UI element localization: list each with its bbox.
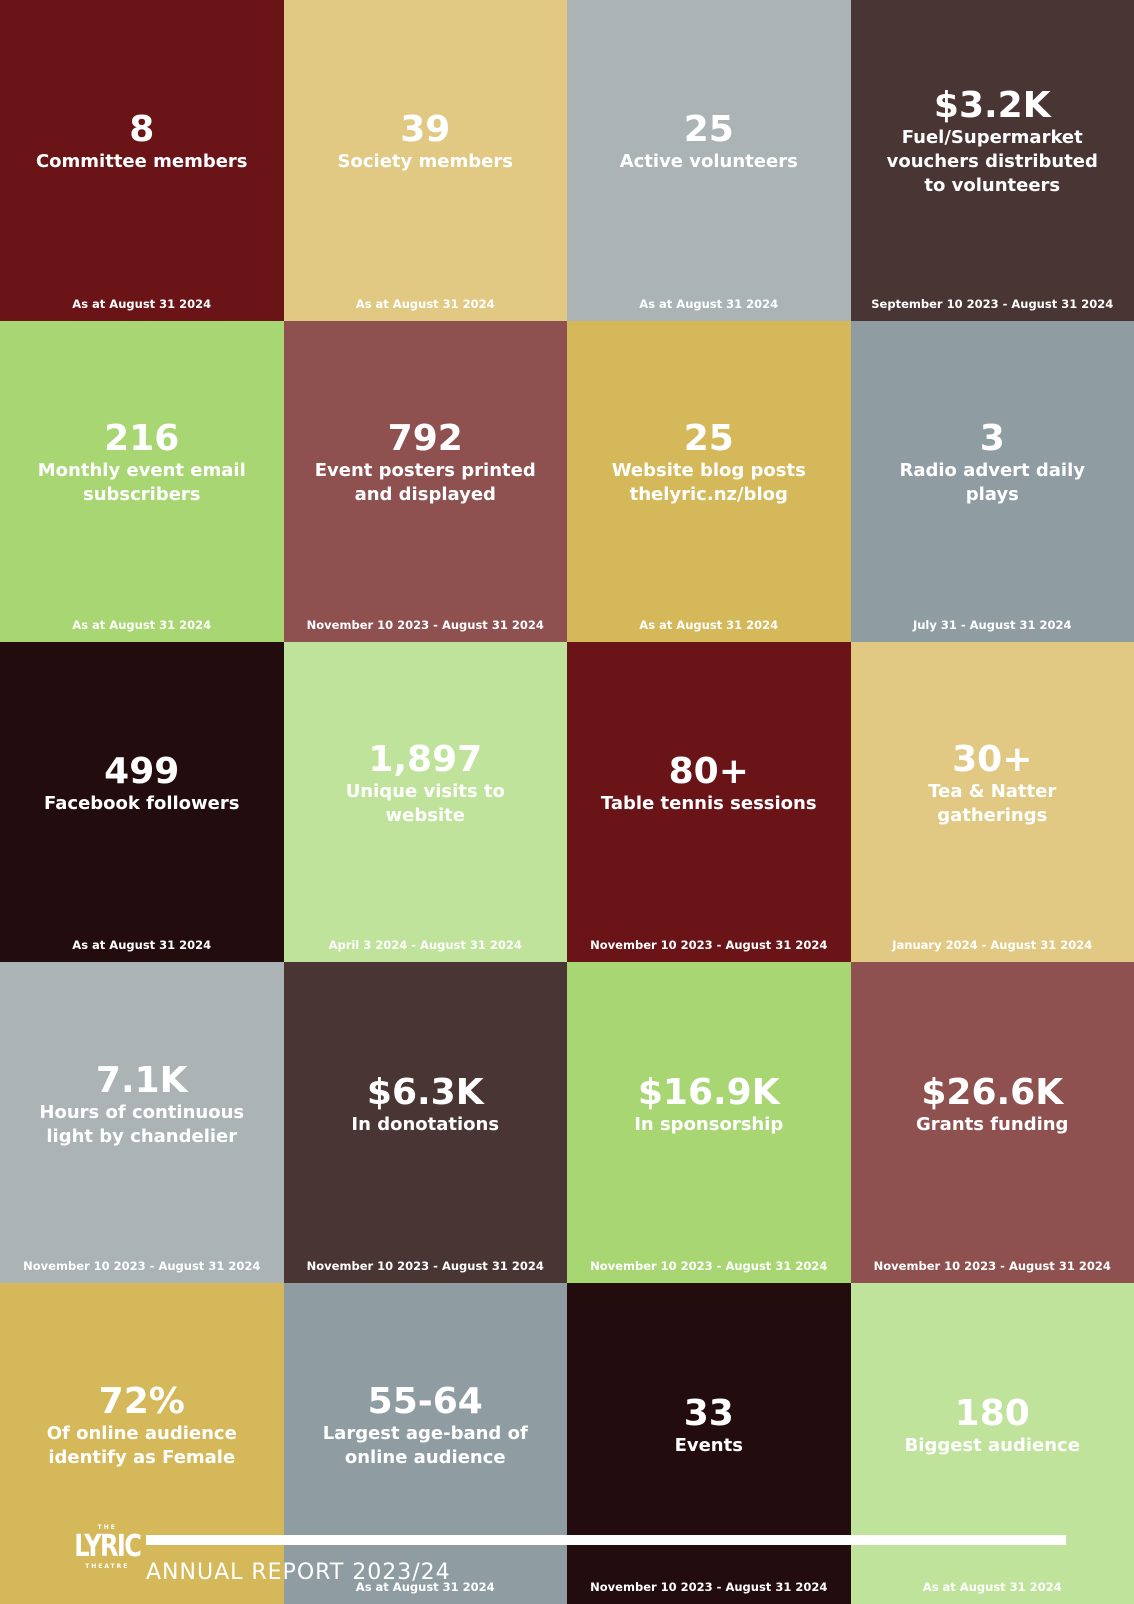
stat-tile: $6.3K In donotations November 10 2023 - Au… <box>283 962 567 1284</box>
stat-tile: 180 Biggest audience As at August 31 2024 <box>850 1283 1134 1604</box>
footer-rule <box>146 1535 1066 1545</box>
stat-value: 1,897 <box>368 738 483 780</box>
stat-tile: 8 Committee members As at August 31 2024 <box>0 0 284 321</box>
stat-label: Facebook followers <box>44 792 240 814</box>
stat-label: Active volunteers <box>619 151 798 173</box>
stat-value: $26.6K <box>921 1071 1064 1113</box>
stat-tile: 55-64 Largest age-band of online audience… <box>283 1283 567 1604</box>
stat-tile: $3.2K Fuel/Supermarket vouchers distribut… <box>850 0 1134 321</box>
stat-date: As at August 31 2024 <box>355 296 495 311</box>
stat-label: Events <box>674 1434 743 1456</box>
stat-date: April 3 2024 - August 31 2024 <box>328 938 522 953</box>
footer: THE LYRIC THEATRE ANNUAL REPORT 2023/24 <box>0 1520 1134 1604</box>
stat-label: Radio advert daily plays <box>899 460 1086 506</box>
stat-label: Hours of continuous light by chandelier <box>39 1101 245 1147</box>
stat-label: Table tennis sessions <box>600 792 817 814</box>
stat-date: November 10 2023 - August 31 2024 <box>873 1259 1111 1274</box>
stat-date: As at August 31 2024 <box>355 1579 495 1594</box>
stat-tile: 25 Website blog posts thelyric.nz/blog As … <box>567 320 851 642</box>
stat-tile: 33 Events November 10 2023 - August 31 202… <box>567 1283 851 1604</box>
stat-label: Largest age-band of online audience <box>322 1422 528 1468</box>
stat-date: As at August 31 2024 <box>639 617 779 632</box>
stat-label: Event posters printed and displayed <box>314 460 536 506</box>
stat-tile: 30+ Tea & Natter gatherings January 2024 -… <box>850 641 1134 963</box>
stat-value: 7.1K <box>95 1059 188 1101</box>
stat-date: November 10 2023 - August 31 2024 <box>590 1259 828 1274</box>
stat-label: Monthly event email subscribers <box>37 460 246 506</box>
stat-value: $6.3K <box>366 1071 484 1113</box>
logo-top: THE <box>97 1524 117 1531</box>
stat-value: 55-64 <box>367 1380 483 1422</box>
stat-date: As at August 31 2024 <box>72 617 212 632</box>
stat-tile: 39 Society members As at August 31 2024 <box>283 0 567 321</box>
stat-value: 792 <box>387 418 463 460</box>
logo: THE LYRIC THEATRE <box>66 1524 148 1570</box>
stat-tile: 499 Facebook followers As at August 31 202… <box>0 641 284 963</box>
stat-date: As at August 31 2024 <box>72 938 212 953</box>
stat-label: Of online audience identify as Female <box>46 1422 237 1468</box>
stat-value: 30+ <box>952 738 1033 780</box>
stat-tile: 72% Of online audience identify as Female <box>0 1283 284 1604</box>
stat-date: November 10 2023 - August 31 2024 <box>306 1259 544 1274</box>
stat-date: November 10 2023 - August 31 2024 <box>590 1579 828 1594</box>
stat-value: 39 <box>400 109 451 151</box>
stat-label: Society members <box>337 151 513 173</box>
stat-value: 8 <box>129 109 155 151</box>
stat-date: January 2024 - August 31 2024 <box>892 938 1093 953</box>
stat-value: 25 <box>683 109 734 151</box>
stat-value: 80+ <box>668 750 749 792</box>
stat-tile: 216 Monthly event email subscribers As at … <box>0 320 284 642</box>
footer-title: ANNUAL REPORT 2023/24 <box>146 1560 451 1585</box>
stat-tile: 1,897 Unique visits to website April 3 202… <box>283 641 567 963</box>
stat-date: November 10 2023 - August 31 2024 <box>306 617 544 632</box>
stat-value: $16.9K <box>637 1071 780 1113</box>
stat-value: 3 <box>979 418 1005 460</box>
stat-label: Website blog posts thelyric.nz/blog <box>611 460 806 506</box>
stat-date: July 31 - August 31 2024 <box>912 617 1072 632</box>
logo-bottom: THEATRE <box>85 1563 130 1570</box>
stat-label: Tea & Natter gatherings <box>928 780 1057 826</box>
stat-tile: 7.1K Hours of continuous light by chandel… <box>0 962 284 1284</box>
stat-date: As at August 31 2024 <box>639 296 779 311</box>
stat-tile: 792 Event posters printed and displayed No… <box>283 320 567 642</box>
stat-label: In sponsorship <box>634 1113 784 1135</box>
stat-date: November 10 2023 - August 31 2024 <box>23 1259 261 1274</box>
stat-value: 216 <box>104 418 180 460</box>
stat-tile: $16.9K In sponsorship November 10 2023 - A… <box>567 962 851 1284</box>
stat-label: Unique visits to website <box>345 780 505 826</box>
stat-label: In donotations <box>351 1113 500 1135</box>
stat-date: As at August 31 2024 <box>922 1579 1062 1594</box>
stat-value: 180 <box>954 1392 1030 1434</box>
stat-label: Grants funding <box>916 1113 1069 1135</box>
stat-value: 33 <box>683 1392 734 1434</box>
stat-tile: 25 Active volunteers As at August 31 2024 <box>567 0 851 321</box>
stat-value: 72% <box>98 1380 185 1422</box>
stat-date: As at August 31 2024 <box>72 296 212 311</box>
stat-date: November 10 2023 - August 31 2024 <box>590 938 828 953</box>
stat-tile: 80+ Table tennis sessions November 10 2023… <box>567 641 851 963</box>
stat-tile: $26.6K Grants funding November 10 2023 - A… <box>850 962 1134 1284</box>
logo-main: LYRIC <box>74 1529 142 1564</box>
stat-value: 499 <box>104 750 180 792</box>
stat-label: Committee members <box>35 151 248 173</box>
stat-value: $3.2K <box>933 85 1051 127</box>
stat-label: Biggest audience <box>904 1434 1080 1456</box>
stat-value: 25 <box>683 418 734 460</box>
stat-label: Fuel/Supermarket vouchers distributed to… <box>886 127 1098 197</box>
stat-tile: 3 Radio advert daily plays July 31 - Augus… <box>850 320 1134 642</box>
stat-date: September 10 2023 - August 31 2024 <box>871 296 1114 311</box>
